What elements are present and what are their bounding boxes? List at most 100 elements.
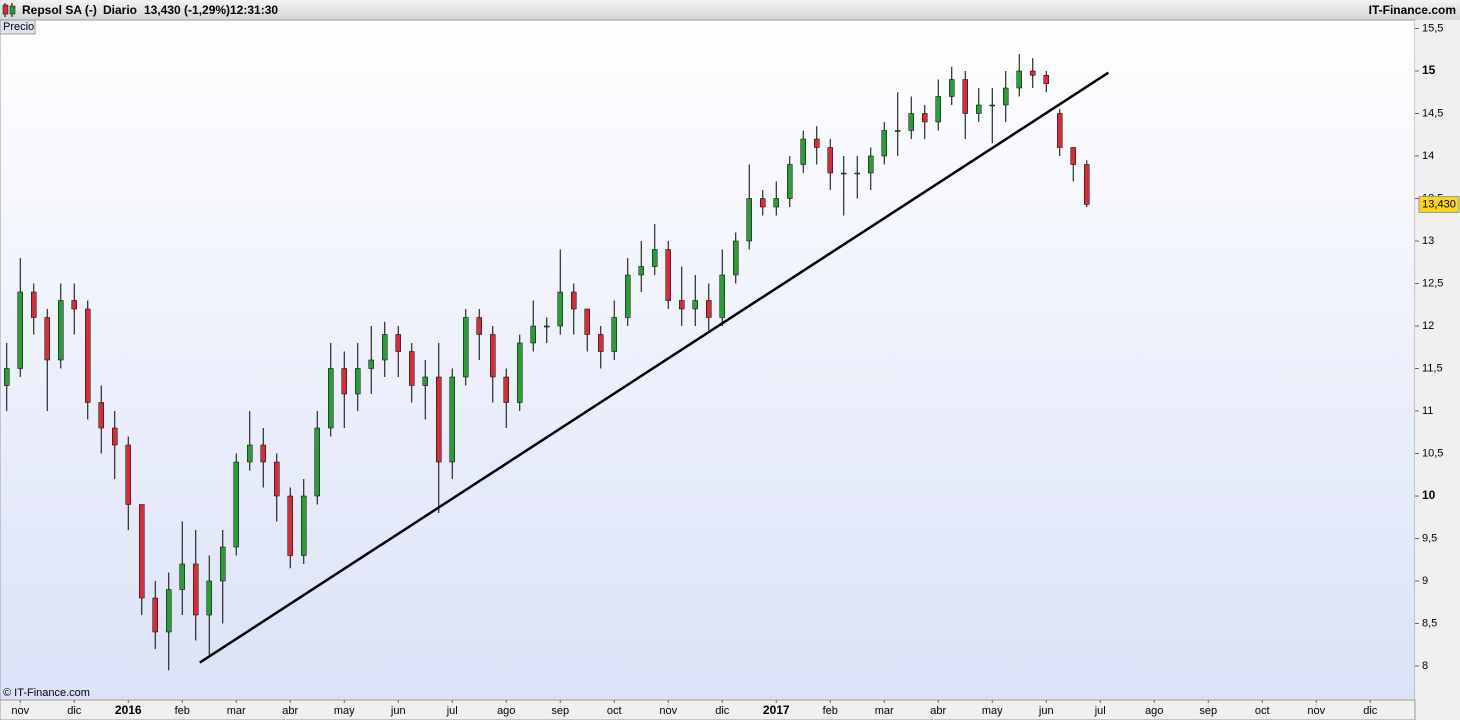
x-tick-label: nov bbox=[1307, 705, 1325, 717]
candle-body bbox=[665, 249, 671, 301]
candle-body bbox=[328, 368, 334, 429]
candle-body bbox=[881, 130, 887, 157]
candle-body bbox=[922, 113, 928, 123]
candle-body bbox=[611, 317, 617, 352]
candle-body bbox=[247, 444, 253, 463]
candle-body bbox=[17, 291, 23, 369]
candle-body bbox=[206, 580, 212, 616]
candle-body bbox=[935, 96, 941, 123]
x-tick-label: 2016 bbox=[115, 703, 142, 717]
y-tick-label: 9 bbox=[1422, 575, 1428, 587]
candle-body bbox=[571, 291, 577, 310]
candle-body bbox=[962, 79, 968, 114]
y-tick-label: 15,5 bbox=[1422, 22, 1443, 34]
y-tick-label: 11 bbox=[1422, 405, 1433, 417]
candle-body bbox=[31, 291, 37, 318]
candle-body bbox=[341, 368, 347, 395]
x-tick-label: ago bbox=[1145, 705, 1163, 717]
x-tick-label: abr bbox=[282, 705, 298, 717]
y-tick-label: 10 bbox=[1422, 488, 1436, 502]
candle-body bbox=[368, 359, 374, 369]
candle-body bbox=[949, 79, 955, 97]
candle-body bbox=[382, 334, 388, 361]
candle-body bbox=[976, 104, 982, 114]
candle-body bbox=[841, 172, 847, 175]
candle-body bbox=[395, 334, 401, 352]
x-tick-label: mar bbox=[875, 705, 894, 717]
candle-body bbox=[179, 563, 185, 590]
candle-body bbox=[1043, 75, 1049, 84]
candle-body bbox=[301, 495, 307, 556]
x-tick-label: dic bbox=[715, 705, 730, 717]
y-tick-label: 14 bbox=[1422, 150, 1434, 162]
candle-body bbox=[800, 138, 806, 165]
candle-body bbox=[436, 376, 442, 463]
y-tick-label: 8,5 bbox=[1422, 617, 1437, 629]
y-tick-label: 8 bbox=[1422, 660, 1428, 672]
candle-body bbox=[679, 300, 685, 310]
candle-body bbox=[652, 249, 658, 267]
x-tick-label: jun bbox=[390, 705, 406, 717]
price-label: 13,430 bbox=[1422, 198, 1456, 210]
credit: © IT-Finance.com bbox=[3, 687, 90, 699]
x-tick-label: jul bbox=[446, 705, 458, 717]
x-tick-label: mar bbox=[227, 705, 246, 717]
candle-body bbox=[409, 351, 415, 386]
y-tick-label: 14,5 bbox=[1422, 107, 1443, 119]
candle-body bbox=[814, 138, 820, 148]
candle-body bbox=[422, 376, 428, 386]
y-tick-label: 10,5 bbox=[1422, 447, 1443, 459]
candle-body bbox=[287, 495, 293, 556]
candle-body bbox=[773, 198, 779, 208]
title: Repsol SA (-) bbox=[22, 3, 97, 17]
x-tick-label: jun bbox=[1038, 705, 1054, 717]
candle-body bbox=[760, 198, 766, 208]
candle-body bbox=[233, 461, 239, 548]
candle-body bbox=[895, 130, 901, 132]
x-tick-label: oct bbox=[607, 705, 622, 717]
x-tick-label: oct bbox=[1255, 705, 1270, 717]
candle-body bbox=[71, 300, 77, 310]
x-tick-label: nov bbox=[11, 705, 29, 717]
x-tick-label: 2017 bbox=[763, 703, 790, 717]
candle-body bbox=[58, 300, 64, 361]
candle-body bbox=[449, 376, 455, 463]
candle-body bbox=[274, 461, 280, 497]
candle-body bbox=[1057, 113, 1063, 148]
candle-body bbox=[530, 325, 536, 344]
y-tick-label: 12,5 bbox=[1422, 277, 1443, 289]
x-tick-label: sep bbox=[551, 705, 569, 717]
candle-body bbox=[44, 317, 50, 361]
header-icon bbox=[2, 3, 16, 17]
x-tick-label: may bbox=[982, 705, 1003, 717]
candle-body bbox=[868, 155, 874, 174]
x-tick-label: abr bbox=[930, 705, 946, 717]
x-tick-label: ago bbox=[497, 705, 515, 717]
candle-body bbox=[463, 317, 469, 378]
candle-body bbox=[139, 504, 145, 599]
x-tick-label: nov bbox=[659, 705, 677, 717]
candle-body bbox=[314, 427, 320, 497]
candle-body bbox=[490, 334, 496, 378]
candle-body bbox=[85, 308, 91, 403]
candle-body bbox=[733, 240, 739, 276]
x-tick-label: may bbox=[334, 705, 355, 717]
candle-body bbox=[544, 325, 550, 328]
y-tick-label: 15 bbox=[1422, 63, 1436, 77]
candle-body bbox=[98, 402, 104, 429]
price-label-box bbox=[1418, 195, 1460, 213]
candle-body bbox=[166, 589, 172, 633]
candle-body bbox=[908, 113, 914, 131]
candle-body bbox=[625, 274, 631, 318]
candle-body bbox=[1016, 70, 1022, 89]
candle-body bbox=[1084, 164, 1090, 205]
candle-body bbox=[260, 444, 266, 463]
trendline bbox=[199, 71, 1110, 664]
candle-body bbox=[193, 563, 199, 616]
candle-body bbox=[355, 368, 361, 395]
y-axis-area bbox=[1415, 20, 1460, 720]
candle-body bbox=[1070, 147, 1076, 165]
legend: Precio bbox=[3, 21, 34, 33]
